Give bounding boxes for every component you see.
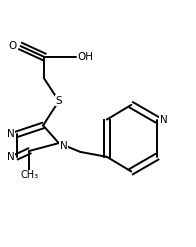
Text: OH: OH: [77, 52, 93, 62]
Text: O: O: [8, 41, 17, 51]
Text: N: N: [7, 129, 15, 139]
Text: S: S: [55, 96, 62, 106]
Text: N: N: [7, 152, 15, 162]
Text: CH₃: CH₃: [20, 170, 38, 181]
Text: N: N: [160, 115, 168, 124]
Text: N: N: [60, 141, 68, 151]
